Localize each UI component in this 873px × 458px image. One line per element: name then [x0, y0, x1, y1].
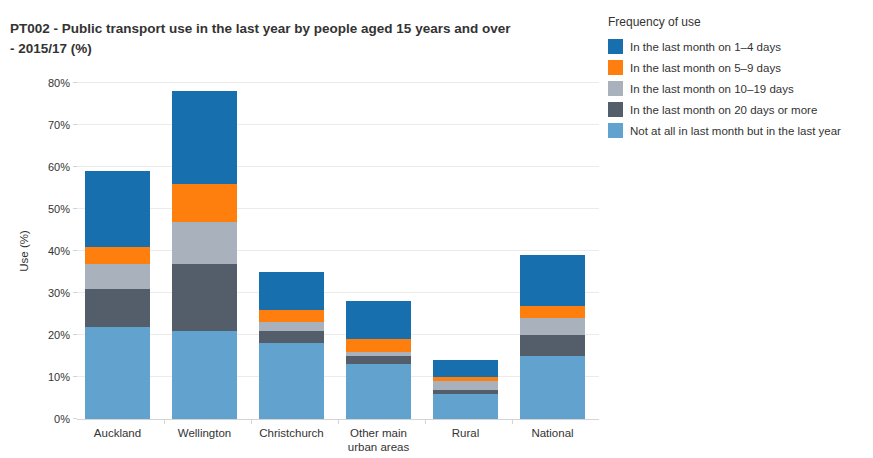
y-tick-label-30: 30%	[0, 286, 70, 300]
chart-title-line-2: - 2015/17 (%)	[10, 39, 610, 59]
x-label-national: National	[512, 426, 593, 440]
y-axis-tick	[73, 82, 77, 83]
bar-segment[interactable]	[346, 352, 411, 356]
y-axis-tick	[73, 208, 77, 209]
y-axis-tick	[73, 334, 77, 335]
bar-segment[interactable]	[520, 318, 585, 335]
bar-segment[interactable]	[259, 310, 324, 323]
x-axis-tick	[251, 420, 252, 424]
legend-swatch-icon	[608, 102, 623, 117]
bar-segment[interactable]	[172, 264, 237, 331]
chart-title: PT002 - Public transport use in the last…	[10, 19, 610, 59]
bar-segment[interactable]	[85, 247, 150, 264]
y-tick-label-40: 40%	[0, 244, 70, 258]
bar-segment[interactable]	[346, 301, 411, 339]
bar-segment[interactable]	[259, 272, 324, 310]
bar-rural	[433, 83, 498, 419]
x-axis-tick	[338, 420, 339, 424]
legend-swatch-icon	[608, 60, 623, 75]
bar-segment[interactable]	[346, 339, 411, 352]
y-tick-label-50: 50%	[0, 202, 70, 216]
bar-segment[interactable]	[85, 171, 150, 247]
bar-national	[520, 83, 585, 419]
legend-item-20-days-or-more[interactable]: In the last month on 20 days or more	[608, 99, 870, 120]
y-tick-label-80: 80%	[0, 76, 70, 90]
x-label-christchurch: Christchurch	[251, 426, 332, 440]
y-tick-label-60: 60%	[0, 160, 70, 174]
x-axis-tick	[425, 420, 426, 424]
bar-segment[interactable]	[85, 327, 150, 419]
chart-window: PT002 - Public transport use in the last…	[0, 0, 873, 458]
legend-item-label: In the last month on 5–9 days	[630, 62, 781, 74]
x-label-auckland: Auckland	[77, 426, 158, 440]
legend-item-5-9-days[interactable]: In the last month on 5–9 days	[608, 57, 870, 78]
bar-segment[interactable]	[520, 335, 585, 356]
x-axis-tick	[164, 420, 165, 424]
bar-segment[interactable]	[433, 360, 498, 377]
bar-segment[interactable]	[85, 264, 150, 289]
y-axis-tick	[73, 250, 77, 251]
y-axis-tick-labels: 0%10%20%30%40%50%60%70%80%	[0, 83, 70, 419]
x-label-other-main-urban-areas: Other main urban areas	[338, 426, 419, 454]
bar-segment[interactable]	[433, 377, 498, 381]
bar-segment[interactable]	[172, 91, 237, 183]
y-tick-label-10: 10%	[0, 370, 70, 384]
bar-segment[interactable]	[259, 322, 324, 330]
x-axis-tick	[512, 420, 513, 424]
bar-segment[interactable]	[259, 343, 324, 419]
bar-wellington	[172, 83, 237, 419]
bar-segment[interactable]	[520, 255, 585, 305]
legend-item-not-at-all-last-month[interactable]: Not at all in last month but in the last…	[608, 120, 870, 141]
bar-segment[interactable]	[520, 356, 585, 419]
bar-segment[interactable]	[172, 184, 237, 222]
bar-segment[interactable]	[172, 331, 237, 419]
y-tick-label-0: 0%	[0, 412, 70, 426]
legend-item-label: In the last month on 1–4 days	[630, 41, 781, 53]
bar-segment[interactable]	[433, 381, 498, 389]
bar-segment[interactable]	[520, 306, 585, 319]
legend-item-label: In the last month on 20 days or more	[630, 104, 817, 116]
y-axis-tick	[73, 124, 77, 125]
y-axis-tick	[73, 376, 77, 377]
legend-swatch-icon	[608, 39, 623, 54]
legend-item-label: Not at all in last month but in the last…	[630, 125, 841, 137]
bar-auckland	[85, 83, 150, 419]
x-label-rural: Rural	[425, 426, 506, 440]
bar-segment[interactable]	[346, 356, 411, 364]
y-axis-tick	[73, 166, 77, 167]
x-label-wellington: Wellington	[164, 426, 245, 440]
y-tick-label-20: 20%	[0, 328, 70, 342]
legend-swatch-icon	[608, 81, 623, 96]
bar-segment[interactable]	[172, 222, 237, 264]
legend-swatch-icon	[608, 123, 623, 138]
legend-title: Frequency of use	[608, 15, 870, 29]
legend-item-1-4-days[interactable]: In the last month on 1–4 days	[608, 36, 870, 57]
bar-segment[interactable]	[433, 394, 498, 419]
bar-segment[interactable]	[433, 390, 498, 394]
legend-item-label: In the last month on 10–19 days	[630, 83, 794, 95]
y-axis-tick	[73, 418, 77, 419]
bar-segment[interactable]	[259, 331, 324, 344]
chart-title-line-1: PT002 - Public transport use in the last…	[10, 19, 610, 39]
legend-item-10-19-days[interactable]: In the last month on 10–19 days	[608, 78, 870, 99]
bar-segment[interactable]	[85, 289, 150, 327]
y-tick-label-70: 70%	[0, 118, 70, 132]
bar-other-main-urban-areas	[346, 83, 411, 419]
legend: Frequency of use In the last month on 1–…	[608, 15, 870, 141]
y-axis-tick	[73, 292, 77, 293]
plot-area	[77, 83, 599, 419]
bar-christchurch	[259, 83, 324, 419]
bar-segment[interactable]	[346, 364, 411, 419]
